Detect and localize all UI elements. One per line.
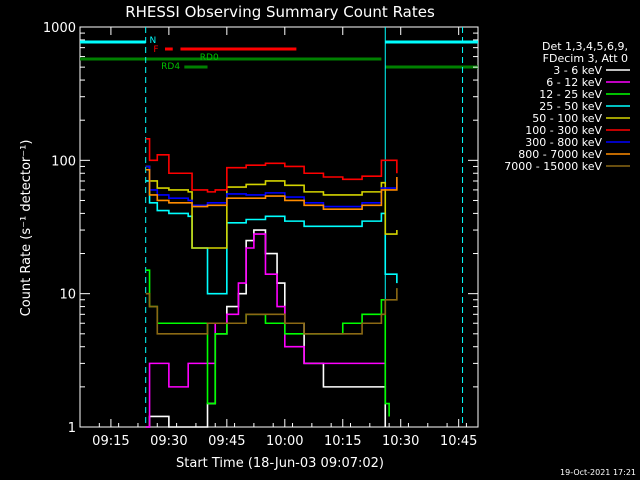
axis-ticks: 1 10 100 1000 09:15 09:30 09:45 10:00 10:15 10:30…	[43, 21, 478, 449]
x-tick-label: 09:30	[150, 434, 187, 449]
flag-label-rd0: RD0	[200, 53, 219, 63]
legend-entry: 25 - 50 keV	[539, 100, 602, 113]
legend-entry: 7000 - 15000 keV	[504, 160, 602, 173]
x-tick-label: 09:45	[208, 434, 245, 449]
series-line	[145, 180, 398, 295]
x-tick-label: 10:30	[382, 434, 419, 449]
y-tick-label: 1	[68, 421, 76, 436]
series-line	[145, 288, 398, 335]
series-layer	[145, 138, 398, 428]
series-line	[145, 168, 398, 211]
legend-header: Det 1,3,4,5,6,9,	[542, 40, 628, 53]
flag-labels: NF RD0 RD4	[150, 36, 219, 72]
flag-lines	[80, 40, 478, 69]
legend-entry: 50 - 100 keV	[532, 112, 602, 125]
series-line	[145, 269, 390, 417]
flag-label-rd4: RD4	[161, 62, 180, 72]
x-tick-label: 10:15	[324, 434, 361, 449]
y-axis-label: Count Rate (s⁻¹ detector⁻¹)	[19, 140, 34, 317]
flag-label-f: F	[153, 45, 158, 55]
legend-entry: 12 - 25 keV	[539, 88, 602, 101]
timestamp: 19-Oct-2021 17:21	[560, 468, 636, 477]
series-line	[145, 165, 398, 208]
flag-label-n: N	[150, 36, 157, 46]
series-line	[145, 233, 387, 428]
y-tick-label: 1000	[43, 21, 76, 36]
y-tick-label: 10	[59, 288, 76, 303]
legend-entry: 3 - 6 keV	[553, 64, 602, 77]
series-line	[145, 165, 398, 249]
chart-title: RHESSI Observing Summary Count Rates	[125, 3, 435, 21]
legend-entry: 300 - 800 keV	[525, 136, 602, 149]
legend-entry: 800 - 7000 keV	[518, 148, 602, 161]
plot-frame	[79, 26, 479, 428]
legend-entry: 6 - 12 keV	[546, 76, 602, 89]
x-axis-label: Start Time (18-Jun-03 09:07:02)	[176, 456, 384, 471]
x-tick-label: 10:00	[266, 434, 303, 449]
legend-entry: 100 - 300 keV	[525, 124, 602, 137]
x-tick-label: 09:15	[92, 434, 129, 449]
series-line	[145, 138, 398, 193]
y-tick-label: 100	[51, 154, 76, 169]
legend: Det 1,3,4,5,6,9,FDecim 3, Att 03 - 6 keV…	[504, 40, 630, 173]
x-tick-label: 10:45	[440, 434, 477, 449]
legend-header: FDecim 3, Att 0	[543, 52, 628, 65]
